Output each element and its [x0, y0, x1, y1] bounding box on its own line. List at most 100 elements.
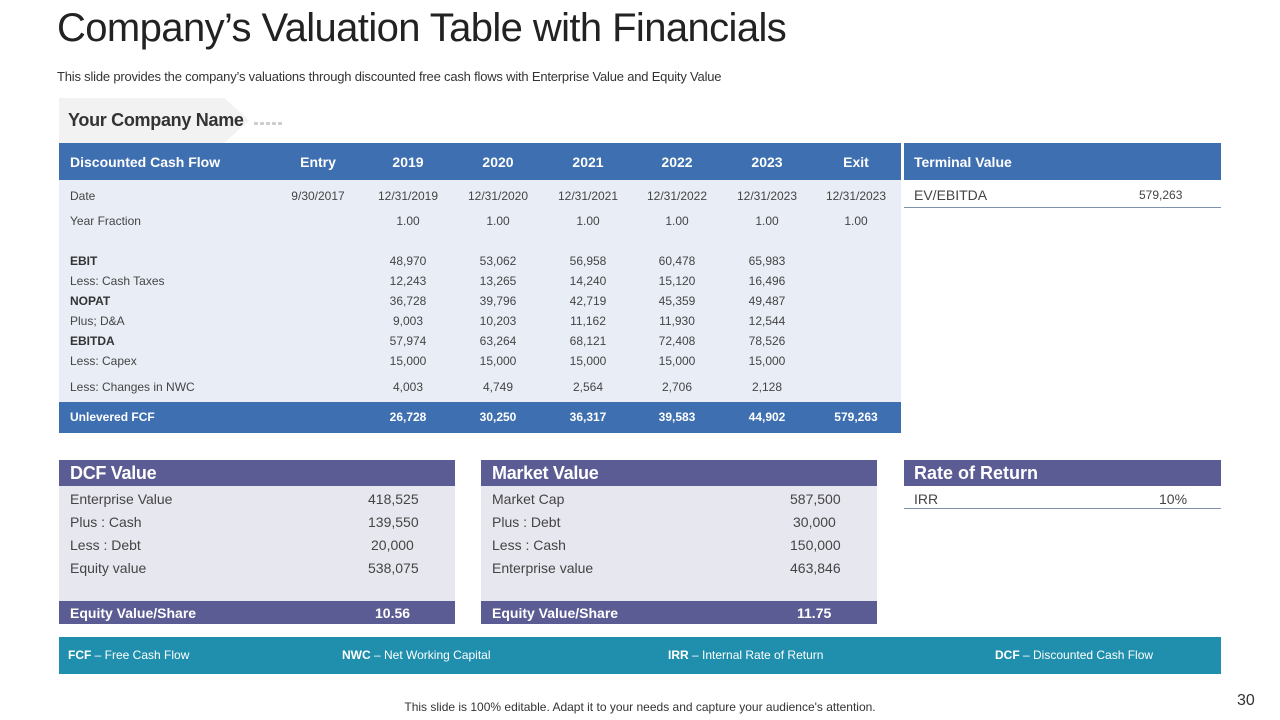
dcf-row-label: Plus; D&A	[70, 314, 125, 328]
dcf-cell: 13,265	[479, 274, 517, 288]
dcf-row-label: Enterprise Value	[70, 491, 173, 507]
dcf-cell: 53,062	[479, 254, 517, 268]
dcf-cell: 12/31/2019	[377, 189, 439, 203]
dcf-row-label: Plus : Cash	[70, 514, 142, 530]
dcf-cell: 12/31/2021	[557, 189, 619, 203]
dcf-cell: 4,003	[392, 380, 424, 394]
dcf-row-label: Date	[70, 189, 96, 203]
page-number: 30	[1237, 692, 1255, 709]
dcf-row-label: Year Fraction	[70, 214, 141, 228]
dcf-cell: 65,983	[748, 254, 786, 268]
dcf-row-label: Less: Capex	[70, 354, 137, 368]
dcf-value-header: DCF Value	[59, 460, 455, 486]
dcf-row-value: 139,550	[368, 514, 419, 530]
dcf-cell: 11,162	[570, 314, 606, 328]
dcf-cell: 42,719	[569, 294, 607, 308]
market-row-label: Plus : Debt	[492, 514, 561, 530]
dcf-cell: 15,120	[658, 274, 696, 288]
market-value-panel: Market Value Market Cap 587,500 Plus : D…	[481, 460, 877, 624]
dcf-cell: 16,496	[748, 274, 786, 288]
dcf-cell: 12/31/2023	[825, 189, 887, 203]
dcf-table: Discounted Cash Flow Entry 2019 2020 202…	[59, 143, 901, 433]
market-row-label: Market Cap	[492, 491, 565, 507]
dcf-cell: 57,974	[389, 334, 427, 348]
market-row-label: Less : Cash	[492, 537, 566, 553]
dcf-cell: 15,000	[658, 354, 696, 368]
company-name-tab	[59, 98, 249, 143]
market-row-value: 587,500	[790, 491, 841, 507]
dcf-row-label: Less : Debt	[70, 537, 141, 553]
dcf-value-title: DCF Value	[70, 463, 157, 483]
ev-ebitda-value: 579,263	[1139, 188, 1183, 202]
dcf-cell: 56,958	[569, 254, 607, 268]
dcf-cell: 15,000	[748, 354, 786, 368]
market-row-value: 150,000	[790, 537, 841, 553]
dcf-cell: 12,243	[389, 274, 427, 288]
dcf-header-2023: 2023	[751, 154, 783, 170]
dcf-cell: 36,728	[389, 294, 427, 308]
unlevered-fcf-2023: 44,902	[748, 410, 786, 424]
dcf-cell: 12/31/2022	[646, 189, 708, 203]
dcf-cell: 14,240	[569, 274, 607, 288]
unlevered-fcf-label: Unlevered FCF	[70, 410, 155, 424]
dcf-cell: 39,796	[479, 294, 517, 308]
terminal-value-divider	[904, 207, 1221, 208]
dcf-header-2021: 2021	[572, 154, 604, 170]
dcf-cell: 48,970	[389, 254, 427, 268]
dcf-cell: 60,478	[658, 254, 696, 268]
dcf-cell: 1.00	[755, 214, 779, 228]
dcf-cell: 2,128	[751, 380, 783, 394]
dcf-cell: 2,564	[572, 380, 604, 394]
legend-item: DCF – Discounted Cash Flow	[995, 648, 1154, 662]
dcf-cell: 1.00	[486, 214, 510, 228]
rate-of-return-divider	[904, 508, 1221, 509]
dcf-cell: 1.00	[396, 214, 420, 228]
market-row-value: 463,846	[790, 560, 841, 576]
dcf-table-header: Discounted Cash Flow Entry 2019 2020 202…	[59, 143, 901, 180]
legend-item: NWC – Net Working Capital	[342, 648, 491, 662]
dcf-row-label: NOPAT	[70, 294, 111, 308]
unlevered-fcf-2020: 30,250	[479, 410, 517, 424]
decorative-dots	[254, 122, 284, 125]
dcf-value-footer: Equity Value/Share 10.56	[59, 601, 455, 624]
dcf-row-value: 20,000	[371, 537, 414, 553]
rate-of-return-header: Rate of Return	[904, 460, 1221, 486]
dcf-header-exit: Exit	[843, 154, 869, 170]
dcf-cell: 12/31/2020	[467, 189, 529, 203]
dcf-cell: 15,000	[479, 354, 517, 368]
unlevered-fcf-2022: 39,583	[658, 410, 696, 424]
page-subtitle: This slide provides the company’s valuat…	[57, 69, 722, 84]
ev-ebitda-label: EV/EBITDA	[914, 187, 988, 203]
dcf-cell: 10,203	[479, 314, 517, 328]
dcf-cell: 72,408	[658, 334, 696, 348]
dcf-cell: 78,526	[748, 334, 786, 348]
dcf-cell: 12/31/2023	[736, 189, 798, 203]
legend-item: IRR – Internal Rate of Return	[668, 648, 824, 662]
dcf-cell: 45,359	[658, 294, 696, 308]
abbreviation-legend: FCF – Free Cash Flow NWC – Net Working C…	[59, 637, 1221, 674]
dcf-row-value: 418,525	[368, 491, 419, 507]
unlevered-fcf-2019: 26,728	[389, 410, 427, 424]
dcf-cell: 12,544	[748, 314, 786, 328]
dcf-cell: 1.00	[665, 214, 689, 228]
irr-value: 10%	[1159, 491, 1188, 507]
dcf-header-2022: 2022	[661, 154, 693, 170]
unlevered-fcf-2021: 36,317	[569, 410, 607, 424]
market-row-value: 30,000	[793, 514, 836, 530]
dcf-row-label: Less: Changes in NWC	[70, 380, 195, 394]
market-row-label: Enterprise value	[492, 560, 594, 576]
dcf-row-label: Less: Cash Taxes	[70, 274, 165, 288]
dcf-cell: 9,003	[392, 314, 424, 328]
dcf-equity-share-label: Equity Value/Share	[70, 605, 197, 621]
dcf-cell: 11,930	[659, 314, 695, 328]
dcf-cell: 15,000	[569, 354, 607, 368]
market-value-title: Market Value	[492, 463, 599, 483]
dcf-cell: 49,487	[748, 294, 786, 308]
dcf-row-label: EBITDA	[70, 334, 115, 348]
dcf-cell: 2,706	[661, 380, 693, 394]
market-value-header: Market Value	[481, 460, 877, 486]
dcf-row-value: 538,075	[368, 560, 419, 576]
dcf-cell: 15,000	[389, 354, 427, 368]
dcf-row-label: Equity value	[70, 560, 147, 576]
market-equity-share-label: Equity Value/Share	[492, 605, 619, 621]
